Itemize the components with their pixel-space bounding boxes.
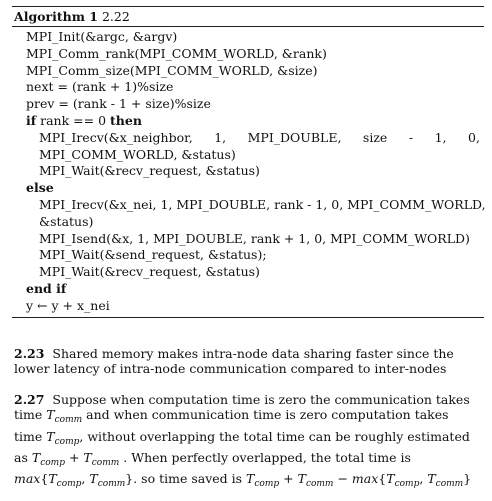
paragraph-text: Shared memory makes intra-node data shar… xyxy=(14,346,454,377)
math-subscript: comm xyxy=(435,479,464,490)
code-line: MPI_Irecv(&x_nei, 1, MPI_DOUBLE, rank - … xyxy=(39,196,486,212)
algorithm-label: Algorithm 1 xyxy=(14,9,98,24)
endif-keyword: end if xyxy=(26,280,67,296)
math-brace: } xyxy=(463,471,472,487)
math-subscript: comm xyxy=(305,479,334,490)
math-T: T xyxy=(31,449,41,465)
math-T: T xyxy=(246,471,255,487)
code-line: MPI_Wait(&send_request, &status); xyxy=(39,247,267,263)
math-max: max xyxy=(351,471,379,487)
irecv-token: MPI_Irecv(&x_neighbor, xyxy=(39,129,193,145)
math-T: T xyxy=(89,471,98,487)
code-line: next = (rank + 1)%size xyxy=(26,79,174,95)
code-line: MPI_Isend(&x, 1, MPI_DOUBLE, rank + 1, 0… xyxy=(39,230,470,246)
math-subscript: comp xyxy=(254,479,280,490)
math-subscript: comm xyxy=(97,479,126,490)
math-operator: + xyxy=(68,449,80,465)
math-T: T xyxy=(427,471,436,487)
paragraph-text: . so time saved is xyxy=(133,471,243,487)
code-line: MPI_Wait(&recv_request, &status) xyxy=(39,264,260,280)
paragraph-text: Suppose when computation time is zero th… xyxy=(14,392,470,423)
math-brace: } xyxy=(125,471,134,487)
math-subscript: comp xyxy=(54,436,80,447)
section-number: 2.23 xyxy=(14,346,45,361)
math-T: T xyxy=(46,407,55,423)
irecv-token: 0, xyxy=(468,129,480,145)
code-line: MPI_Wait(&recv_request, &status) xyxy=(39,163,260,179)
math-T: T xyxy=(297,471,306,487)
math-operator: + xyxy=(283,471,294,487)
math-T: T xyxy=(83,449,92,465)
paragraph-2-23: 2.23 Shared memory makes intra-node data… xyxy=(14,346,472,377)
math-max: max xyxy=(14,471,41,487)
paragraph-text: . When perfectly overlapped, the total t… xyxy=(123,449,411,465)
code-line: MPI_Comm_rank(MPI_COMM_WORLD, &rank) xyxy=(26,45,327,61)
math-brace: { xyxy=(378,471,387,487)
irecv-line-justified: MPI_Irecv(&x_neighbor, 1, MPI_DOUBLE, si… xyxy=(26,130,484,147)
code-line: prev = (rank - 1 + size)%size xyxy=(26,96,211,112)
code-line: MPI_COMM_WORLD, &status) xyxy=(39,146,236,162)
else-keyword: else xyxy=(26,180,54,196)
paragraph-2-27: 2.27 Suppose when computation time is ze… xyxy=(14,392,472,490)
math-subscript: comp xyxy=(394,479,420,490)
math-subscript: comp xyxy=(56,479,82,490)
math-T: T xyxy=(48,471,57,487)
math-subscript: comm xyxy=(54,415,83,426)
code-line: MPI_Comm_size(MPI_COMM_WORLD, &size) xyxy=(26,62,318,78)
math-subscript: comm xyxy=(91,457,120,468)
code-line: y ← y + x_nei xyxy=(26,297,110,313)
math-brace: { xyxy=(40,471,49,487)
algorithm-bottom-rule xyxy=(12,316,484,318)
math-T: T xyxy=(46,428,55,444)
irecv-token: 1, xyxy=(214,129,227,145)
math-subscript: comp xyxy=(40,457,65,468)
section-number: 2.27 xyxy=(14,392,45,407)
irecv-token: 1, xyxy=(434,129,447,145)
if-keyword: if xyxy=(26,112,37,128)
paragraph-text: and when communication time is zero comp… xyxy=(14,407,449,444)
algorithm-number: 2.22 xyxy=(101,9,130,24)
paragraph-text: without overlapping the total time can b… xyxy=(14,428,470,465)
algorithm-body: MPI_Init(&argc, &argv) MPI_Comm_rank(MPI… xyxy=(12,27,486,315)
math-comma: , xyxy=(419,471,424,487)
algorithm-block: Algorithm 1 2.22 MPI_Init(&argc, &argv) … xyxy=(12,6,486,318)
algorithm-header: Algorithm 1 2.22 xyxy=(12,6,484,27)
code-line: &status) xyxy=(39,213,94,229)
irecv-token: MPI_DOUBLE, xyxy=(247,129,342,145)
irecv-token: size xyxy=(362,129,388,145)
irecv-token: - xyxy=(408,129,414,145)
math-comma: , xyxy=(81,471,86,487)
code-line: MPI_Init(&argc, &argv) xyxy=(26,29,178,44)
math-operator: − xyxy=(337,471,348,487)
math-T: T xyxy=(386,471,395,487)
if-condition: rank == 0 xyxy=(40,112,107,128)
then-keyword: then xyxy=(110,112,142,128)
if-line: if rank == 0 then xyxy=(26,113,484,130)
